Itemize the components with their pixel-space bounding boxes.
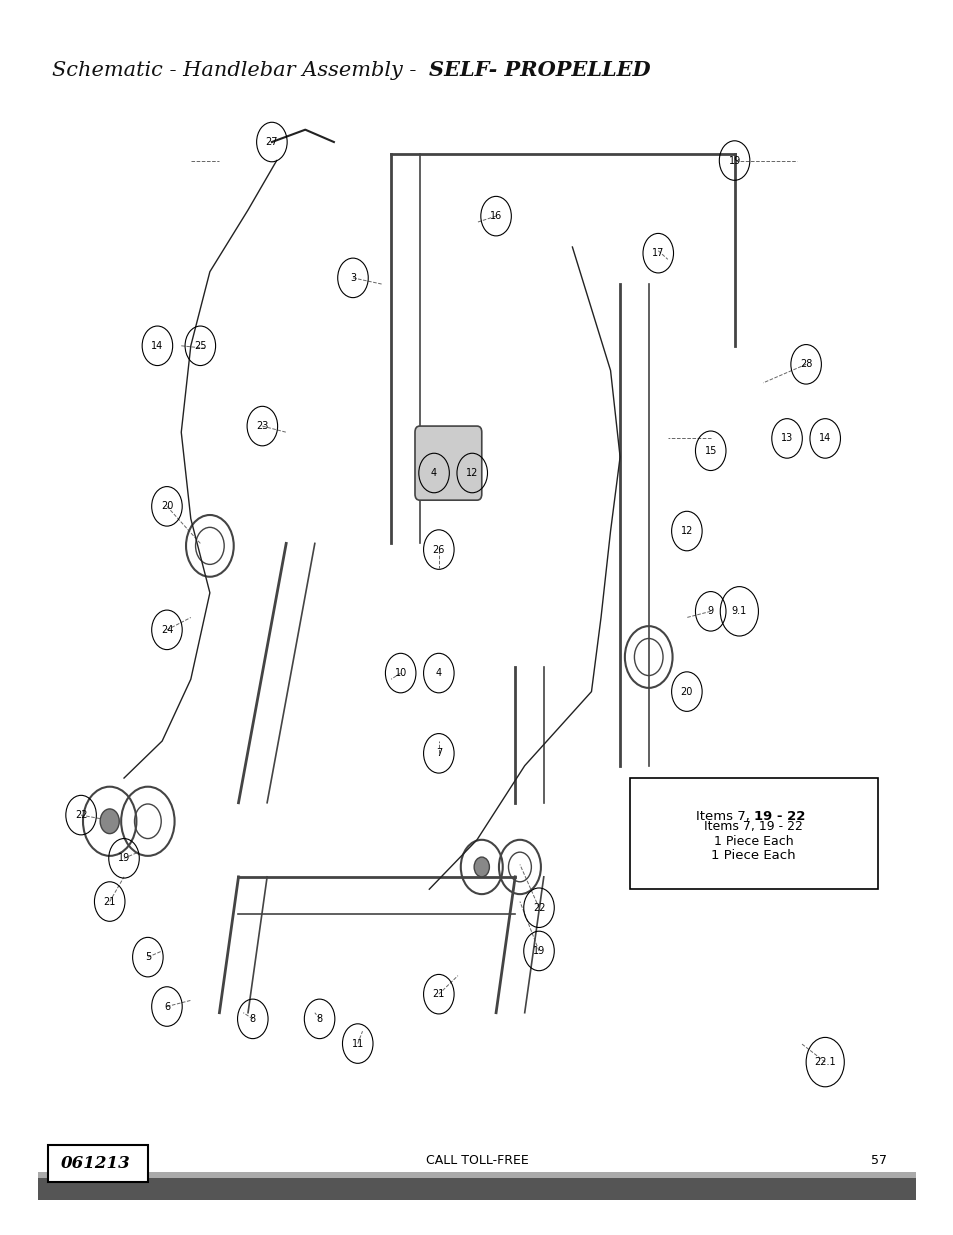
Text: 9: 9 — [707, 606, 713, 616]
Text: Items 7, 19 - 22
1 Piece Each: Items 7, 19 - 22 1 Piece Each — [703, 820, 802, 847]
Text: 12: 12 — [680, 526, 692, 536]
Text: 26: 26 — [433, 545, 444, 555]
Text: 10: 10 — [395, 668, 406, 678]
Circle shape — [100, 809, 119, 834]
Circle shape — [474, 857, 489, 877]
Text: 9.1: 9.1 — [731, 606, 746, 616]
Text: 8: 8 — [250, 1014, 255, 1024]
Text: Schematic - Handlebar Assembly -: Schematic - Handlebar Assembly - — [52, 62, 423, 80]
Text: SELF- PROPELLED: SELF- PROPELLED — [429, 61, 650, 80]
Text: 57: 57 — [870, 1153, 886, 1167]
Text: 3: 3 — [350, 273, 355, 283]
Text: 15: 15 — [704, 446, 716, 456]
Text: 6: 6 — [164, 1002, 170, 1011]
Text: 11: 11 — [352, 1039, 363, 1049]
Text: 8: 8 — [316, 1014, 322, 1024]
Text: CALL TOLL-FREE: CALL TOLL-FREE — [425, 1153, 528, 1167]
Text: 19: 19 — [118, 853, 130, 863]
Text: 21: 21 — [104, 897, 115, 906]
Text: Items 7,: Items 7, — [695, 810, 753, 824]
Text: 21: 21 — [433, 989, 444, 999]
Text: 27: 27 — [265, 137, 278, 147]
Text: 19 - 22: 19 - 22 — [753, 810, 804, 824]
Text: 25: 25 — [193, 341, 207, 351]
Text: 22: 22 — [74, 810, 88, 820]
Text: 20: 20 — [161, 501, 172, 511]
Text: 24: 24 — [161, 625, 172, 635]
Text: 14: 14 — [152, 341, 163, 351]
Text: 22: 22 — [532, 903, 545, 913]
Text: 23: 23 — [256, 421, 268, 431]
FancyBboxPatch shape — [415, 426, 481, 500]
Text: 4: 4 — [436, 668, 441, 678]
Text: 061213: 061213 — [60, 1155, 131, 1172]
Text: 14: 14 — [819, 433, 830, 443]
Text: 17: 17 — [652, 248, 663, 258]
Text: 4: 4 — [431, 468, 436, 478]
FancyBboxPatch shape — [48, 1145, 148, 1182]
Text: 5: 5 — [145, 952, 151, 962]
Bar — [38, 1178, 915, 1200]
FancyBboxPatch shape — [629, 778, 877, 889]
Text: 20: 20 — [680, 687, 692, 697]
Text: 7: 7 — [436, 748, 441, 758]
Text: 1 Piece Each: 1 Piece Each — [711, 850, 795, 862]
Text: 19: 19 — [533, 946, 544, 956]
Text: 19: 19 — [728, 156, 740, 165]
Text: 28: 28 — [800, 359, 811, 369]
Text: 13: 13 — [781, 433, 792, 443]
Text: 12: 12 — [466, 468, 477, 478]
Bar — [38, 1172, 915, 1178]
Text: 22.1: 22.1 — [814, 1057, 835, 1067]
Text: 16: 16 — [490, 211, 501, 221]
